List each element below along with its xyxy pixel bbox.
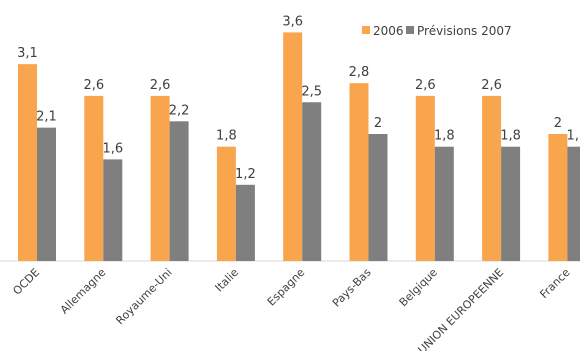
bar-series1-0 — [18, 64, 37, 262]
bar-series1-7 — [482, 95, 502, 262]
bar-series2-6 — [434, 146, 454, 261]
bar-series2-4 — [302, 102, 322, 261]
category-labels-group: OCDE Allemagne Royaume-Uni Italie Espagne Pay… — [10, 266, 572, 351]
category-label: Belgique — [397, 266, 440, 309]
bar-series1-4 — [283, 32, 303, 262]
data-label: 3,6 — [282, 14, 303, 29]
bar-series2-5 — [368, 134, 388, 261]
bar-series1-8 — [548, 134, 568, 261]
data-labels-group: 3,1 2,1 2,6 1,6 2,6 2,2 1,8 1,2 3,6 2,5 2,8 2 2,6 1,8… — [17, 14, 580, 181]
data-label: 2 — [374, 116, 382, 131]
bar-series2-1 — [103, 159, 123, 261]
data-label: 1,8 — [567, 129, 580, 144]
data-label: 1,6 — [102, 141, 123, 156]
category-label: Espagne — [265, 266, 308, 309]
bar-series2-2 — [169, 121, 189, 261]
bar-series1-1 — [84, 95, 104, 262]
category-label: Italie — [213, 266, 242, 295]
data-label: 1,8 — [434, 129, 455, 144]
category-label: Pays-Bas — [330, 266, 374, 310]
data-label: 2,1 — [36, 110, 57, 125]
data-label: 2,5 — [301, 84, 322, 99]
data-label: 1,8 — [216, 129, 237, 144]
bar-series2-3 — [235, 184, 255, 261]
bar-series2-8 — [567, 146, 580, 261]
data-label: 2,6 — [415, 78, 436, 93]
data-label: 2,2 — [169, 103, 190, 118]
legend-swatch — [362, 26, 370, 34]
category-label: OCDE — [10, 266, 42, 298]
category-label: Allemagne — [58, 266, 109, 317]
bar-series2-0 — [37, 127, 56, 262]
bar-series1-5 — [349, 83, 369, 261]
legend-label: Prévisions 2007 — [417, 24, 512, 38]
data-label: 2 — [554, 116, 562, 131]
data-label: 3,1 — [17, 46, 38, 61]
bar-series1-2 — [150, 95, 170, 262]
category-label: France — [537, 266, 572, 301]
data-label: 1,8 — [500, 129, 521, 144]
data-label: 1,2 — [235, 167, 256, 182]
legend-swatch — [406, 26, 414, 34]
data-label: 2,6 — [83, 78, 104, 93]
legend-label: 2006 — [373, 24, 404, 38]
data-label: 2,6 — [481, 78, 502, 93]
bars-group — [18, 32, 580, 262]
bar-series1-6 — [415, 95, 435, 262]
bar-series1-3 — [216, 146, 236, 261]
chart-legend: 2006 Prévisions 2007 — [362, 24, 512, 38]
data-label: 2,8 — [349, 65, 370, 80]
data-label: 2,6 — [150, 78, 171, 93]
bar-series2-7 — [501, 146, 521, 261]
category-label: Royaume-Uni — [113, 266, 174, 327]
